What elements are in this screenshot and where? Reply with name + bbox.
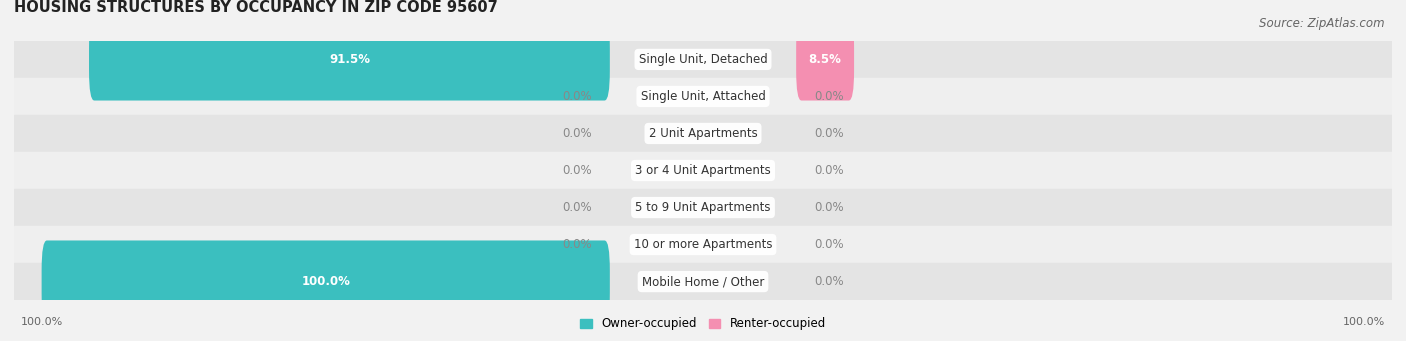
FancyBboxPatch shape	[796, 18, 853, 101]
Text: 8.5%: 8.5%	[808, 53, 842, 66]
Text: 91.5%: 91.5%	[329, 53, 370, 66]
Text: 0.0%: 0.0%	[562, 201, 592, 214]
Text: 0.0%: 0.0%	[814, 275, 844, 288]
Bar	[14, 78, 1392, 115]
Bar	[14, 226, 1392, 263]
Bar	[14, 41, 1392, 78]
Text: 5 to 9 Unit Apartments: 5 to 9 Unit Apartments	[636, 201, 770, 214]
Text: 0.0%: 0.0%	[814, 90, 844, 103]
Text: 0.0%: 0.0%	[562, 238, 592, 251]
Text: 0.0%: 0.0%	[562, 164, 592, 177]
Text: 0.0%: 0.0%	[562, 127, 592, 140]
Text: 2 Unit Apartments: 2 Unit Apartments	[648, 127, 758, 140]
Text: 3 or 4 Unit Apartments: 3 or 4 Unit Apartments	[636, 164, 770, 177]
Text: 100.0%: 100.0%	[21, 317, 63, 327]
Text: HOUSING STRUCTURES BY OCCUPANCY IN ZIP CODE 95607: HOUSING STRUCTURES BY OCCUPANCY IN ZIP C…	[14, 0, 498, 15]
Text: Single Unit, Detached: Single Unit, Detached	[638, 53, 768, 66]
FancyBboxPatch shape	[42, 240, 610, 323]
FancyBboxPatch shape	[89, 18, 610, 101]
Text: 0.0%: 0.0%	[814, 201, 844, 214]
Bar	[14, 152, 1392, 189]
Bar	[14, 115, 1392, 152]
Text: Single Unit, Attached: Single Unit, Attached	[641, 90, 765, 103]
Text: Mobile Home / Other: Mobile Home / Other	[641, 275, 765, 288]
Text: 0.0%: 0.0%	[814, 238, 844, 251]
Text: 100.0%: 100.0%	[301, 275, 350, 288]
Text: 0.0%: 0.0%	[562, 90, 592, 103]
Bar	[14, 189, 1392, 226]
Bar	[14, 263, 1392, 300]
Legend: Owner-occupied, Renter-occupied: Owner-occupied, Renter-occupied	[575, 313, 831, 335]
Text: Source: ZipAtlas.com: Source: ZipAtlas.com	[1260, 17, 1385, 30]
Text: 10 or more Apartments: 10 or more Apartments	[634, 238, 772, 251]
Text: 0.0%: 0.0%	[814, 127, 844, 140]
Text: 100.0%: 100.0%	[1343, 317, 1385, 327]
Text: 0.0%: 0.0%	[814, 164, 844, 177]
